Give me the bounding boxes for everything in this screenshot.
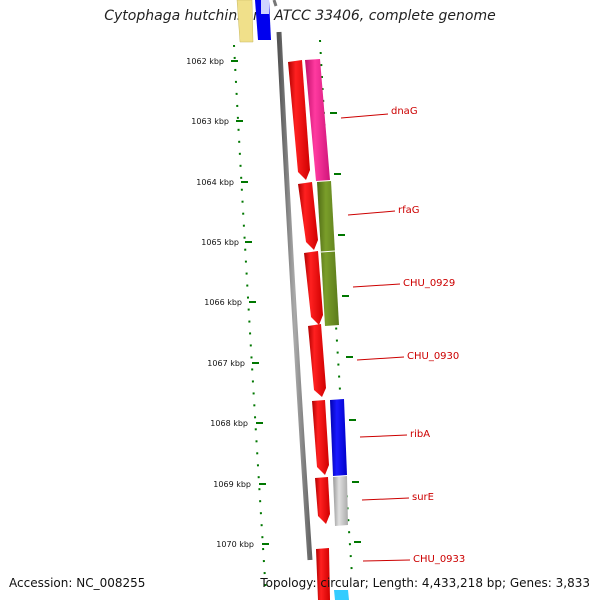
gene-label: CHU_0933 xyxy=(413,554,465,565)
label-leaders xyxy=(340,113,411,562)
cog-features xyxy=(305,59,349,600)
gene-arrow-CHU_0929 xyxy=(304,251,323,325)
kbp-label: 1067 kbp xyxy=(207,359,245,368)
topology-label: Topology: circular; Length: 4,433,218 bp… xyxy=(260,576,590,590)
cog-box-dnaG xyxy=(305,59,330,181)
right-ticks xyxy=(330,112,361,543)
cog-box-CHU_0933 xyxy=(334,590,349,600)
gene-label: CHU_0930 xyxy=(407,351,459,362)
gene-labels: dnaG rfaG CHU_0929 CHU_0930 ribA surE CH… xyxy=(391,106,465,565)
forward-strand-genes xyxy=(288,60,330,600)
kbp-label: 1066 kbp xyxy=(204,298,242,307)
partial-feature-yellow xyxy=(236,0,254,43)
gene-label: dnaG xyxy=(391,106,418,117)
kbp-label: 1068 kbp xyxy=(210,419,248,428)
accession-label: Accession: NC_008255 xyxy=(9,576,146,590)
kbp-label: 1062 kbp xyxy=(186,57,224,66)
kbp-label: 1063 kbp xyxy=(191,117,229,126)
partial-axis-top xyxy=(272,0,278,7)
partial-feature-lightblue xyxy=(261,0,269,14)
gene-arrow-CHU_0933 xyxy=(316,548,330,600)
kbp-label: 1070 kbp xyxy=(216,540,254,549)
cog-box-surE xyxy=(333,476,348,526)
backbone-axis xyxy=(276,31,313,561)
kbp-label: 1069 kbp xyxy=(213,480,251,489)
gene-label: CHU_0929 xyxy=(403,278,455,289)
gene-label: rfaG xyxy=(398,205,420,216)
kbp-label: 1064 kbp xyxy=(196,178,234,187)
cog-box-ribA xyxy=(330,399,347,476)
left-tick-track xyxy=(233,44,267,596)
gene-arrow-rfaG xyxy=(298,182,318,250)
gene-arrow-dnaG xyxy=(288,60,310,180)
gene-label: ribA xyxy=(410,429,430,440)
gene-label: surE xyxy=(412,492,434,503)
gene-arrow-CHU_0930 xyxy=(308,324,326,397)
cog-box-rfaG xyxy=(317,181,339,326)
cog-divider xyxy=(320,250,336,253)
gene-arrow-surE xyxy=(315,477,330,524)
genome-title: Cytophaga hutchinsonii ATCC 33406, compl… xyxy=(104,8,496,24)
kbp-label: 1065 kbp xyxy=(201,238,239,247)
kbp-axis: 1062 kbp 1063 kbp 1064 kbp 1065 kbp 1066… xyxy=(186,57,269,549)
gene-arrow-ribA xyxy=(312,400,329,475)
